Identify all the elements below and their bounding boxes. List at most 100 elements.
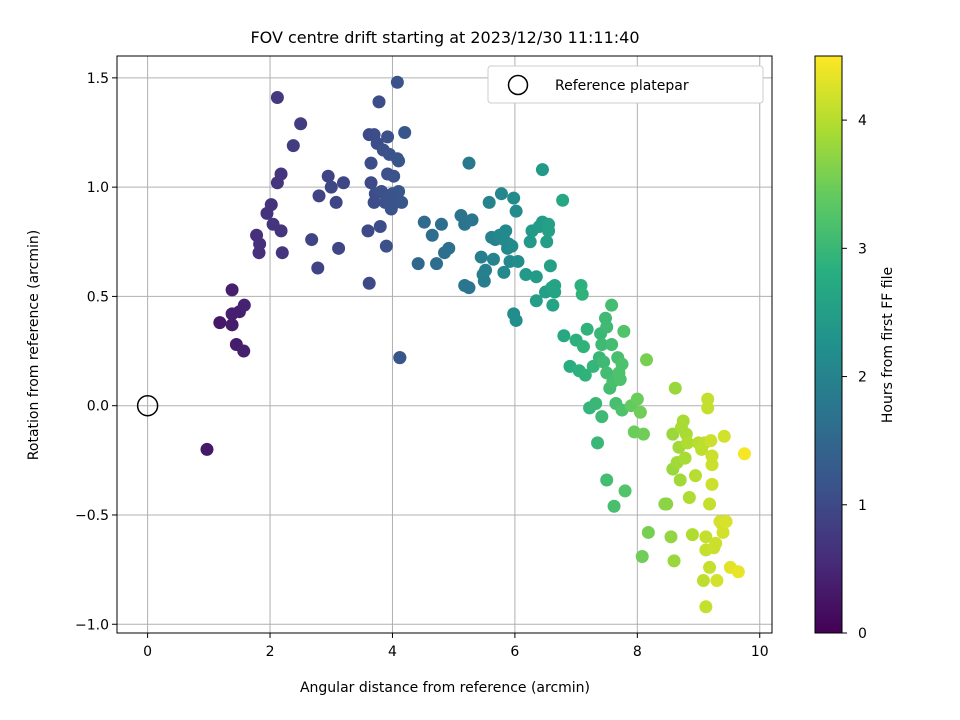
data-point xyxy=(696,574,710,588)
data-point xyxy=(336,176,350,190)
data-point xyxy=(372,95,386,109)
data-point xyxy=(270,91,284,105)
reference-platepar-marker xyxy=(136,394,159,417)
plot-frame xyxy=(116,55,773,634)
data-point xyxy=(575,287,589,301)
data-point xyxy=(434,217,448,231)
data-point xyxy=(519,268,533,282)
data-point xyxy=(381,130,395,144)
data-point xyxy=(294,117,308,131)
data-point xyxy=(398,125,412,139)
data-point xyxy=(425,228,439,242)
x-tick-label: 4 xyxy=(388,644,397,660)
data-point xyxy=(364,176,378,190)
data-point xyxy=(275,246,289,260)
data-point xyxy=(237,344,251,358)
data-point xyxy=(557,329,571,343)
data-point xyxy=(264,198,278,212)
data-point xyxy=(556,193,570,207)
data-point xyxy=(678,451,692,465)
data-point xyxy=(615,357,629,371)
data-point xyxy=(535,163,549,177)
data-point xyxy=(462,156,476,170)
data-point xyxy=(595,410,609,424)
data-point xyxy=(395,195,409,209)
legend: Reference platepar xyxy=(487,65,764,104)
data-point xyxy=(379,239,393,253)
data-point xyxy=(705,458,719,472)
data-point xyxy=(597,355,611,369)
data-point xyxy=(737,447,751,461)
data-point xyxy=(462,281,476,295)
data-point xyxy=(529,294,543,308)
data-point xyxy=(497,265,511,279)
data-point xyxy=(605,298,619,312)
colorbar: 0 1 2 3 4 Hours from first FF file xyxy=(814,55,896,642)
data-point xyxy=(682,490,696,504)
data-point xyxy=(580,322,594,336)
data-point xyxy=(600,473,614,487)
data-point xyxy=(392,185,406,199)
colorbar-tick-label: 3 xyxy=(858,241,867,257)
data-point xyxy=(617,324,631,338)
colorbar-tick-label: 2 xyxy=(858,370,867,386)
colorbar-tick-label: 0 xyxy=(858,626,867,642)
x-tick-label: 0 xyxy=(143,644,152,660)
colorbar-label: Hours from first FF file xyxy=(880,267,896,423)
y-tick-label: −1.0 xyxy=(75,617,109,633)
data-point xyxy=(668,381,682,395)
data-point xyxy=(364,156,378,170)
data-point xyxy=(717,429,731,443)
data-point xyxy=(542,217,556,231)
data-point xyxy=(543,259,557,273)
data-point xyxy=(589,397,603,411)
data-point xyxy=(274,224,288,238)
data-point xyxy=(719,515,733,529)
data-point xyxy=(465,213,479,227)
data-point xyxy=(699,600,713,614)
data-point xyxy=(704,434,718,448)
colorbar-gradient xyxy=(814,55,843,634)
data-point xyxy=(731,565,745,579)
colorbar-tick-label: 1 xyxy=(858,498,867,514)
y-tick-label: 0.0 xyxy=(87,399,109,415)
data-point xyxy=(479,263,493,277)
data-point xyxy=(225,318,239,332)
data-point xyxy=(636,427,650,441)
data-point xyxy=(274,167,288,181)
data-point xyxy=(591,436,605,450)
legend-marker-icon xyxy=(507,74,529,96)
data-point xyxy=(676,414,690,428)
data-point xyxy=(703,497,717,511)
data-point xyxy=(373,219,387,233)
data-point xyxy=(600,320,614,334)
data-point xyxy=(393,351,407,365)
data-point xyxy=(253,237,267,251)
data-point xyxy=(630,392,644,406)
data-point xyxy=(667,554,681,568)
data-point xyxy=(329,195,343,209)
data-point xyxy=(716,525,730,539)
data-point xyxy=(390,75,404,89)
data-point xyxy=(595,338,609,351)
colorbar-ticks: 0 1 2 3 4 xyxy=(842,113,867,642)
x-tick-label: 8 xyxy=(633,644,642,660)
data-point xyxy=(477,274,491,288)
data-point xyxy=(699,530,713,544)
data-point xyxy=(213,316,227,330)
x-tick-label: 10 xyxy=(751,644,769,660)
data-point xyxy=(664,530,678,544)
data-point xyxy=(505,239,519,253)
x-axis-label: Angular distance from reference (arcmin) xyxy=(300,680,590,696)
data-point xyxy=(417,215,431,229)
data-point xyxy=(362,276,376,290)
data-point xyxy=(511,254,525,268)
data-point xyxy=(673,473,687,487)
data-point xyxy=(578,368,592,382)
legend-box xyxy=(487,65,764,104)
data-point xyxy=(509,313,523,327)
data-point xyxy=(361,224,375,238)
data-point xyxy=(709,536,723,550)
data-point xyxy=(430,257,444,271)
y-tick-label: 0.5 xyxy=(87,289,109,305)
